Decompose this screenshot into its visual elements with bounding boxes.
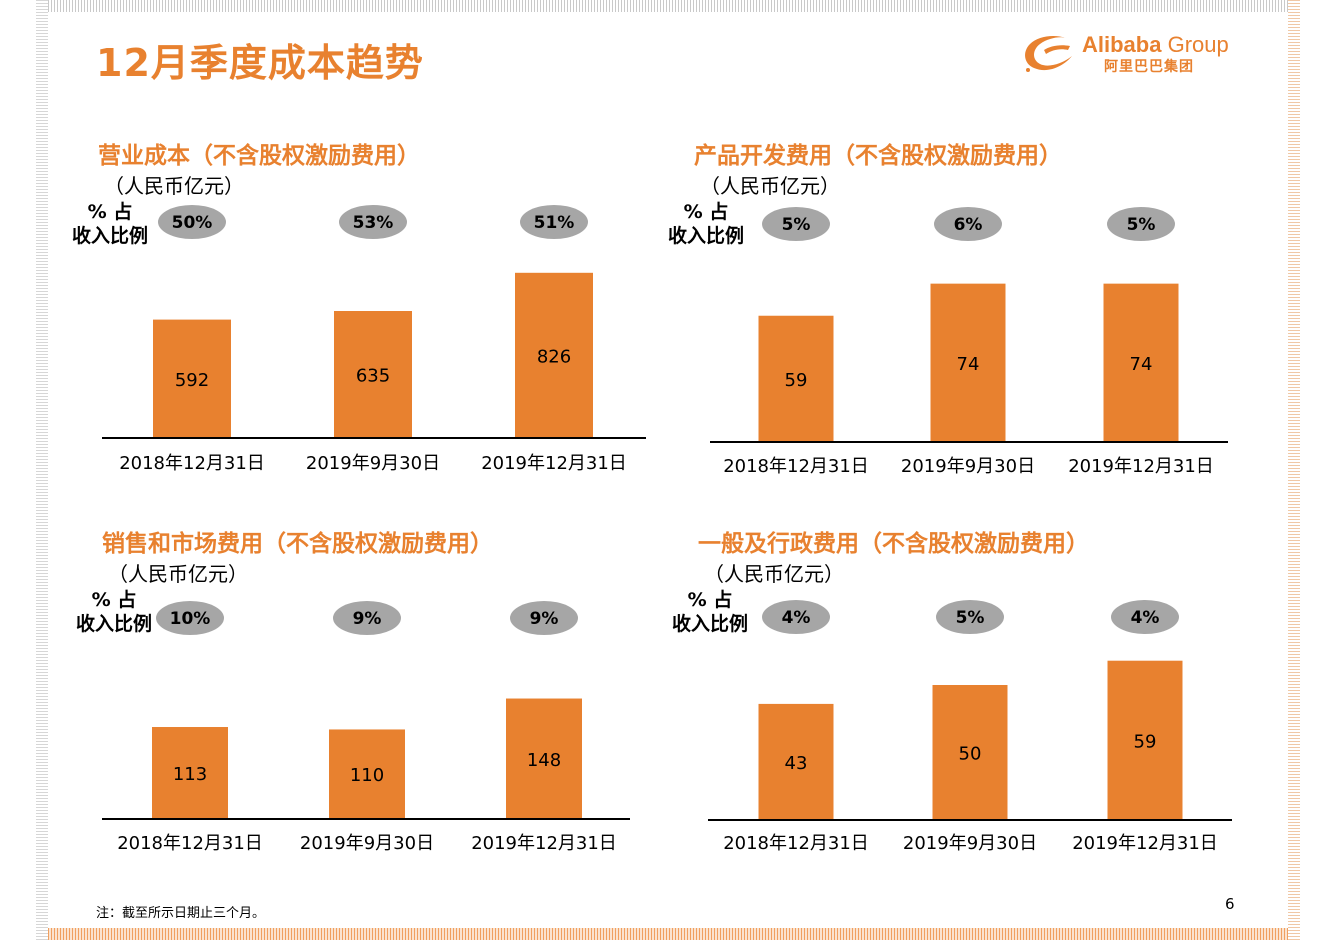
bar xyxy=(1107,660,1183,820)
chart-unit: （人民币亿元） xyxy=(104,174,244,198)
category-tick-label: 2018年12月31日 xyxy=(723,833,869,854)
bar xyxy=(932,685,1008,820)
chart-svg: 43 4% 2018年12月31日 50 5% 2019年9月30日 59 4% 2019年12… xyxy=(708,600,1232,854)
bar xyxy=(1103,283,1179,442)
bar-value-label: 43 xyxy=(785,753,808,774)
logo-text-en: Alibaba Group xyxy=(1082,32,1229,57)
chart-svg: 113 10% 2018年12月31日 110 9% 2019年9月30日 148 9% 201… xyxy=(102,601,630,854)
category-tick-label: 2019年9月30日 xyxy=(901,456,1035,477)
bar-value-label: 148 xyxy=(527,750,561,771)
pct-badge xyxy=(333,601,401,635)
pct-badge xyxy=(156,601,224,635)
category-tick-label: 2018年12月31日 xyxy=(117,833,263,854)
pct-of-revenue-label: % 占 收入比例 xyxy=(672,589,749,635)
category-tick-label: 2019年12月31日 xyxy=(481,453,627,474)
pct-of-revenue-label: % 占 收入比例 xyxy=(72,201,149,247)
pct-badge-label: 6% xyxy=(954,215,983,235)
pct-badge xyxy=(339,205,407,239)
top-border xyxy=(36,0,1300,12)
pct-badge-label: 10% xyxy=(170,609,211,629)
bar-value-label: 113 xyxy=(173,764,207,785)
bar-value-label: 59 xyxy=(785,370,808,391)
category-tick-label: 2019年9月30日 xyxy=(306,453,440,474)
chart-title: 营业成本（不含股权激励费用） xyxy=(98,143,420,169)
pct-badge xyxy=(510,601,578,635)
chart-svg: 59 5% 2018年12月31日 74 6% 2019年9月30日 74 5% 2019年12… xyxy=(710,207,1228,477)
category-tick-label: 2019年12月31日 xyxy=(471,833,617,854)
chart-title: 产品开发费用（不含股权激励费用） xyxy=(694,143,1062,169)
chart-unit: （人民币亿元） xyxy=(108,562,248,586)
pct-badge-label: 4% xyxy=(782,608,811,628)
bar-value-label: 59 xyxy=(1134,731,1157,752)
chart-unit: （人民币亿元） xyxy=(700,174,840,198)
bar xyxy=(334,311,412,438)
bar-value-label: 74 xyxy=(1130,354,1153,375)
bar-value-label: 110 xyxy=(350,765,384,786)
pct-of-revenue-label: % 占 收入比例 xyxy=(76,589,153,635)
alibaba-group-logo: Alibaba Group 阿里巴巴集团 xyxy=(1020,28,1270,78)
bar-value-label: 74 xyxy=(957,354,980,375)
chart-title: 销售和市场费用（不含股权激励费用） xyxy=(102,531,493,557)
pct-badge xyxy=(158,205,226,239)
pct-badge-label: 53% xyxy=(353,213,394,233)
bar-value-label: 635 xyxy=(356,366,390,387)
bar xyxy=(930,283,1006,442)
footnote: 注：截至所示日期止三个月。 xyxy=(96,906,266,921)
left-border xyxy=(36,0,48,940)
page-number: 6 xyxy=(1225,895,1235,913)
category-tick-label: 2018年12月31日 xyxy=(119,453,265,474)
chart-panel-operating-cost: 营业成本（不含股权激励费用） （人民币亿元） % 占 收入比例 592 50% 20… xyxy=(72,136,658,486)
category-tick-label: 2018年12月31日 xyxy=(723,456,869,477)
pct-badge-label: 5% xyxy=(1127,215,1156,235)
pct-badge xyxy=(762,600,830,634)
bar xyxy=(758,703,834,820)
pct-badge xyxy=(762,207,830,241)
bar xyxy=(506,698,582,819)
pct-badge xyxy=(936,600,1004,634)
pct-badge-label: 51% xyxy=(534,213,575,233)
page-title: 12月季度成本趋势 xyxy=(96,41,424,85)
pct-badge xyxy=(1111,600,1179,634)
category-tick-label: 2019年12月31日 xyxy=(1068,456,1214,477)
bar xyxy=(152,727,228,819)
chart-panel-product-development: 产品开发费用（不含股权激励费用） （人民币亿元） % 占 收入比例 59 5% 20… xyxy=(668,136,1254,486)
pct-badge xyxy=(520,205,588,239)
pct-badge-label: 4% xyxy=(1131,608,1160,628)
chart-svg: 592 50% 2018年12月31日 635 53% 2019年9月30日 826 51% 2… xyxy=(102,205,646,474)
pct-badge-label: 5% xyxy=(782,215,811,235)
chart-unit: （人民币亿元） xyxy=(704,562,844,586)
pct-badge xyxy=(934,207,1002,241)
bar xyxy=(329,729,405,819)
bar-value-label: 826 xyxy=(537,346,571,367)
category-tick-label: 2019年9月30日 xyxy=(903,833,1037,854)
bar xyxy=(758,315,834,442)
chart-title: 一般及行政费用（不含股权激励费用） xyxy=(698,531,1089,557)
right-border xyxy=(1288,0,1300,940)
pct-badge xyxy=(1107,207,1175,241)
logo-text-cn: 阿里巴巴集团 xyxy=(1104,59,1194,75)
chart-panel-sales-marketing: 销售和市场费用（不含股权激励费用） （人民币亿元） % 占 收入比例 113 10… xyxy=(76,524,662,874)
pct-badge-label: 9% xyxy=(353,609,382,629)
bar-value-label: 50 xyxy=(959,744,982,765)
pct-badge-label: 50% xyxy=(172,213,213,233)
pct-badge-label: 9% xyxy=(530,609,559,629)
pct-badge-label: 5% xyxy=(956,608,985,628)
alibaba-smile-icon xyxy=(1025,36,1072,72)
category-tick-label: 2019年9月30日 xyxy=(300,833,434,854)
category-tick-label: 2019年12月31日 xyxy=(1072,833,1218,854)
bar-value-label: 592 xyxy=(175,370,209,391)
bar xyxy=(153,319,231,438)
bar xyxy=(515,272,593,438)
bottom-border xyxy=(36,928,1300,940)
chart-panel-general-admin: 一般及行政费用（不含股权激励费用） （人民币亿元） % 占 收入比例 43 4% 2… xyxy=(672,524,1258,874)
pct-of-revenue-label: % 占 收入比例 xyxy=(668,201,745,247)
